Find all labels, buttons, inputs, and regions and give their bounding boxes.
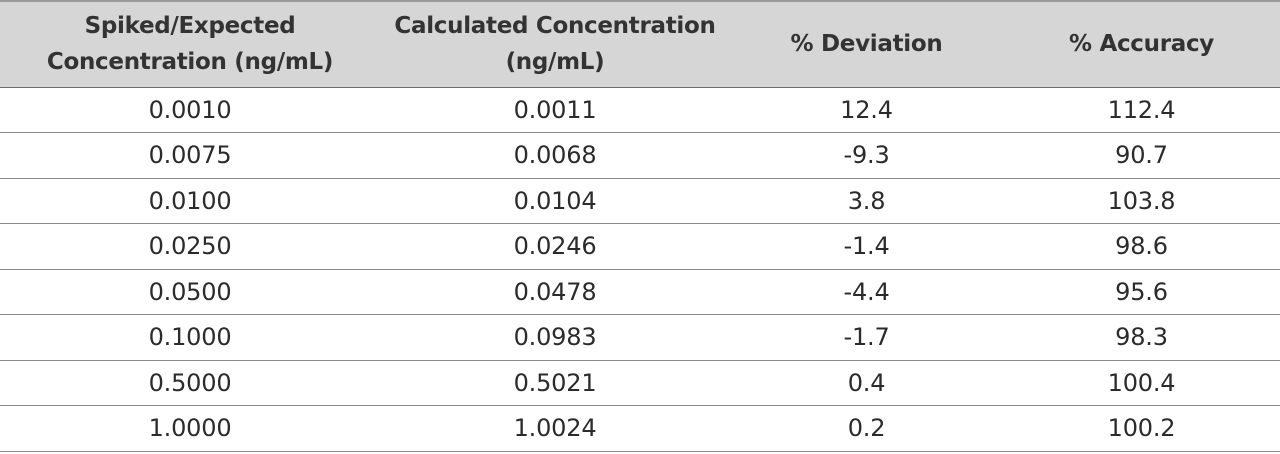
- header-calculated-concentration: Calculated Concentration (ng/mL): [380, 0, 730, 88]
- cell-calculated: 0.0011: [380, 87, 730, 133]
- cell-spiked: 0.0500: [0, 269, 380, 315]
- table-body: 0.0010 0.0011 12.4 112.4 0.0075 0.0068 -…: [0, 87, 1280, 452]
- cell-accuracy: 90.7: [1003, 132, 1280, 179]
- header-deviation-label: % Deviation: [790, 31, 943, 58]
- table-row: 0.0075 0.0068 -9.3 90.7: [0, 132, 1280, 179]
- table-row: 0.0250 0.0246 -1.4 98.6: [0, 223, 1280, 270]
- table-row: 0.0010 0.0011 12.4 112.4: [0, 87, 1280, 133]
- header-percent-accuracy: % Accuracy: [1003, 0, 1280, 88]
- cell-accuracy: 103.8: [1003, 178, 1280, 224]
- cell-calculated: 0.5021: [380, 360, 730, 406]
- table-row: 0.5000 0.5021 0.4 100.4: [0, 360, 1280, 406]
- cell-deviation: -1.7: [730, 314, 1003, 361]
- cell-spiked: 1.0000: [0, 405, 380, 452]
- table-row: 0.0500 0.0478 -4.4 95.6: [0, 269, 1280, 315]
- cell-calculated: 1.0024: [380, 405, 730, 452]
- cell-accuracy: 100.4: [1003, 360, 1280, 406]
- cell-calculated: 0.0478: [380, 269, 730, 315]
- cell-spiked: 0.0010: [0, 87, 380, 133]
- cell-accuracy: 100.2: [1003, 405, 1280, 452]
- cell-accuracy: 98.6: [1003, 223, 1280, 270]
- cell-spiked: 0.5000: [0, 360, 380, 406]
- table-row: 0.0100 0.0104 3.8 103.8: [0, 178, 1280, 224]
- cell-deviation: -4.4: [730, 269, 1003, 315]
- cell-spiked: 0.0100: [0, 178, 380, 224]
- cell-deviation: -1.4: [730, 223, 1003, 270]
- cell-calculated: 0.0104: [380, 178, 730, 224]
- cell-deviation: 3.8: [730, 178, 1003, 224]
- header-percent-deviation: % Deviation: [730, 0, 1003, 88]
- cell-spiked: 0.0250: [0, 223, 380, 270]
- table-row: 0.1000 0.0983 -1.7 98.3: [0, 314, 1280, 361]
- cell-calculated: 0.0983: [380, 314, 730, 361]
- cell-deviation: -9.3: [730, 132, 1003, 179]
- cell-deviation: 12.4: [730, 87, 1003, 133]
- cell-spiked: 0.1000: [0, 314, 380, 361]
- header-row: Spiked/Expected Concentration (ng/mL) Ca…: [0, 0, 1280, 88]
- table-row: 1.0000 1.0024 0.2 100.2: [0, 405, 1280, 452]
- header-spiked-expected-label: Spiked/Expected Concentration (ng/mL): [46, 13, 334, 76]
- cell-accuracy: 95.6: [1003, 269, 1280, 315]
- cell-deviation: 0.4: [730, 360, 1003, 406]
- cell-calculated: 0.0068: [380, 132, 730, 179]
- cell-calculated: 0.0246: [380, 223, 730, 270]
- table-header: Spiked/Expected Concentration (ng/mL) Ca…: [0, 0, 1280, 88]
- header-spiked-expected-concentration: Spiked/Expected Concentration (ng/mL): [0, 0, 380, 88]
- cell-accuracy: 98.3: [1003, 314, 1280, 361]
- cell-deviation: 0.2: [730, 405, 1003, 452]
- header-calculated-label: Calculated Concentration (ng/mL): [394, 13, 716, 76]
- cell-accuracy: 112.4: [1003, 87, 1280, 133]
- header-accuracy-label: % Accuracy: [1069, 31, 1214, 58]
- cell-spiked: 0.0075: [0, 132, 380, 179]
